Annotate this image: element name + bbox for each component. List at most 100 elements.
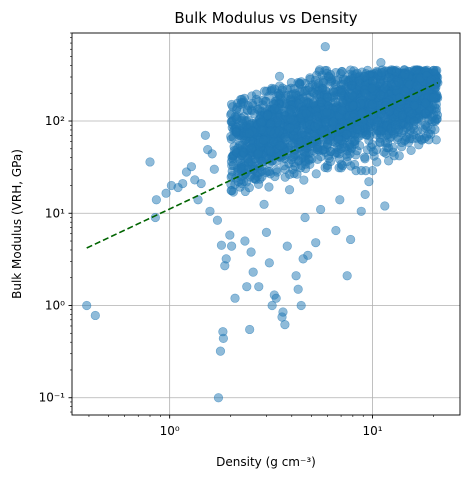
scatter-point <box>266 146 276 156</box>
scatter-point <box>342 271 352 281</box>
scatter-point <box>427 112 437 122</box>
y-axis-label: Bulk Modulus (VRH, GPa) <box>10 149 24 299</box>
scatter-point <box>285 114 295 124</box>
scatter-point <box>347 90 357 100</box>
scatter-point <box>405 134 415 144</box>
scatter-point <box>259 199 269 209</box>
scatter-point <box>299 175 309 185</box>
plot-frame <box>71 32 461 416</box>
scatter-point <box>312 111 322 121</box>
scatter-point <box>253 168 263 178</box>
scatter-point <box>231 113 241 124</box>
scatter-point <box>377 67 387 78</box>
scatter-point <box>271 293 281 303</box>
scatter-point <box>328 85 338 96</box>
scatter-point <box>360 88 371 99</box>
scatter-point <box>300 212 310 223</box>
scatter-point <box>213 393 224 403</box>
scatter-point <box>411 65 421 75</box>
scatter-point <box>244 158 254 168</box>
scatter-point <box>242 282 252 292</box>
scatter-point <box>346 234 356 245</box>
scatter-point <box>375 137 385 148</box>
scatter-point <box>431 66 441 76</box>
scatter-point <box>360 152 370 162</box>
scatter-point <box>409 116 419 126</box>
scatter-point <box>357 108 367 118</box>
scatter-point <box>330 97 340 107</box>
scatter-point <box>207 149 217 159</box>
scatter-point <box>227 241 237 251</box>
scatter-point <box>367 99 377 109</box>
fit-line <box>86 82 439 249</box>
scatter-point <box>406 145 416 156</box>
scatter-point <box>275 141 285 151</box>
scatter-point <box>433 78 443 88</box>
scatter-point <box>420 98 431 108</box>
scatter-points <box>82 42 443 403</box>
scatter-point <box>186 162 197 172</box>
scatter-point <box>407 109 417 119</box>
scatter-point <box>245 324 255 335</box>
scatter-point <box>293 284 303 294</box>
scatter-point <box>412 81 422 91</box>
chart-title: Bulk Modulus vs Density <box>174 9 357 27</box>
scatter-point <box>264 182 274 192</box>
scatter-point <box>372 117 382 127</box>
scatter-point <box>311 238 321 248</box>
scatter-point <box>371 129 382 139</box>
scatter-point <box>267 300 277 311</box>
scatter-point <box>200 130 210 140</box>
scatter-point <box>338 79 349 89</box>
scatter-point <box>235 105 245 115</box>
scatter-point <box>291 271 301 281</box>
scatter-point <box>393 77 404 87</box>
scatter-point <box>238 147 248 157</box>
scatter-point <box>304 82 314 92</box>
scatter-point <box>303 250 313 260</box>
scatter-point <box>205 206 215 216</box>
scatter-point <box>218 333 228 343</box>
scatter-point <box>145 157 155 167</box>
scatter-point <box>230 293 240 303</box>
scatter-point <box>400 86 410 96</box>
scatter-point <box>225 230 235 240</box>
scatter-point <box>391 67 401 77</box>
scatter-point <box>284 185 295 195</box>
scatter-point <box>246 247 256 257</box>
y-tick-label: 10² <box>45 114 65 128</box>
scatter-point <box>289 168 299 179</box>
scatter-point <box>261 227 272 238</box>
scatter-point <box>212 215 223 225</box>
scatter-point <box>337 67 347 77</box>
x-tick-label: 10¹ <box>362 424 382 438</box>
scatter-point <box>336 88 346 98</box>
scatter-point <box>426 124 436 134</box>
scatter-point <box>352 124 362 134</box>
scatter-point <box>253 149 263 159</box>
scatter-point <box>286 77 296 88</box>
scatter-point <box>256 118 266 128</box>
scatter-point <box>397 142 407 152</box>
scatter-point <box>275 91 285 101</box>
scatter-point <box>231 127 241 137</box>
scatter-point <box>236 164 246 174</box>
scatter-point <box>282 241 292 251</box>
scatter-point <box>335 195 345 205</box>
scatter-point <box>270 104 280 114</box>
scatter-point <box>209 164 219 174</box>
scatter-point <box>308 98 319 108</box>
scatter-point <box>389 151 399 161</box>
scatter-point <box>364 177 374 187</box>
scatter-point <box>246 143 256 153</box>
scatter-point <box>394 92 405 103</box>
x-axis-label: Density (g cm⁻³) <box>216 455 316 469</box>
scatter-point <box>360 189 370 200</box>
scatter-point <box>289 151 299 162</box>
scatter-point <box>328 117 338 127</box>
scatter-point <box>280 320 290 330</box>
scatter-point <box>196 178 206 189</box>
scatter-point <box>265 126 276 136</box>
axis-ticks: 10⁰ 10¹ 10⁻¹ 10⁰ 10¹ 10² <box>39 32 434 438</box>
